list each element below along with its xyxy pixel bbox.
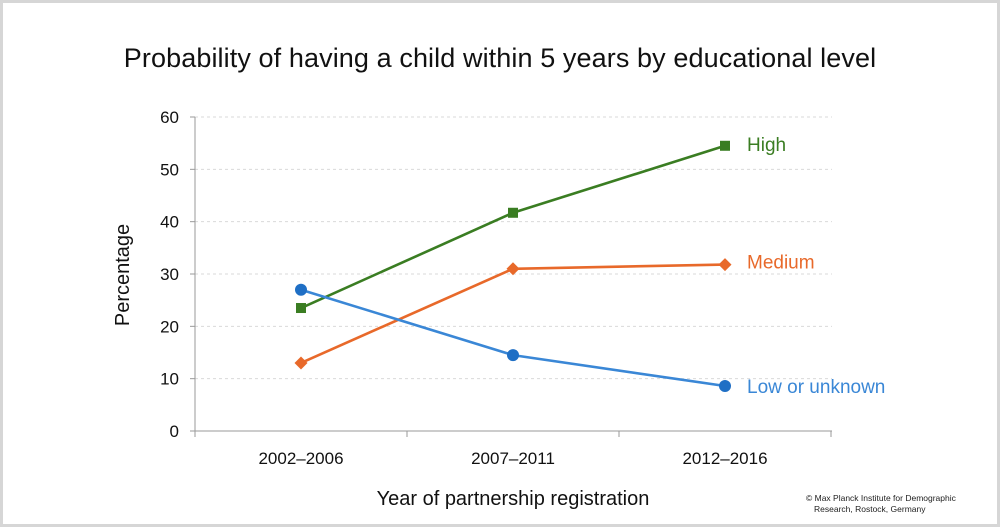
y-tick-label: 10 [160, 370, 179, 389]
y-axis-label: Percentage [112, 224, 134, 326]
line-chart: 0 10 20 30 40 50 60 2002–2006 2007–2011 2012–201… [112, 108, 885, 510]
x-axis-label: Year of partnership registration [377, 488, 650, 510]
y-tick-label: 20 [160, 317, 179, 336]
gridlines [190, 116, 832, 432]
credit-line-1: © Max Planck Institute for Demographic [806, 493, 956, 503]
data-point-circle [295, 283, 307, 296]
series-label: High [747, 135, 786, 156]
x-tick-label: 2002–2006 [258, 449, 343, 468]
data-point-square [720, 140, 730, 151]
y-tick-label: 0 [170, 422, 179, 441]
y-tick-label: 60 [160, 108, 179, 127]
x-tick-label: 2012–2016 [682, 449, 767, 468]
y-tick-labels: 0 10 20 30 40 50 60 [160, 108, 179, 441]
series-line-low-or-unknown [300, 288, 726, 388]
chart-title: Probability of having a child within 5 y… [123, 43, 877, 73]
data-point-diamond [294, 356, 308, 370]
x-tick-label: 2007–2011 [471, 449, 555, 468]
series-label: Low or unknown [747, 377, 885, 398]
y-tick-label: 50 [160, 160, 179, 179]
y-tick-label: 40 [160, 213, 179, 232]
data-point-diamond [718, 258, 732, 272]
series-label: Medium [747, 253, 815, 274]
data-point-square [508, 207, 518, 218]
series-line-high [300, 144, 726, 310]
data-point-circle [719, 379, 731, 392]
series-labels: High Medium Low or unknown [747, 135, 885, 398]
data-point-circle [507, 349, 519, 362]
series-markers [294, 140, 732, 392]
data-point-square [296, 303, 306, 314]
y-tick-label: 30 [160, 265, 179, 284]
copyright-credit: © Max Planck Institute for Demographic R… [806, 493, 996, 515]
data-point-diamond [506, 262, 520, 276]
x-tick-labels: 2002–2006 2007–2011 2012–2016 [194, 431, 832, 468]
credit-line-2: Research, Rostock, Germany [814, 504, 926, 514]
